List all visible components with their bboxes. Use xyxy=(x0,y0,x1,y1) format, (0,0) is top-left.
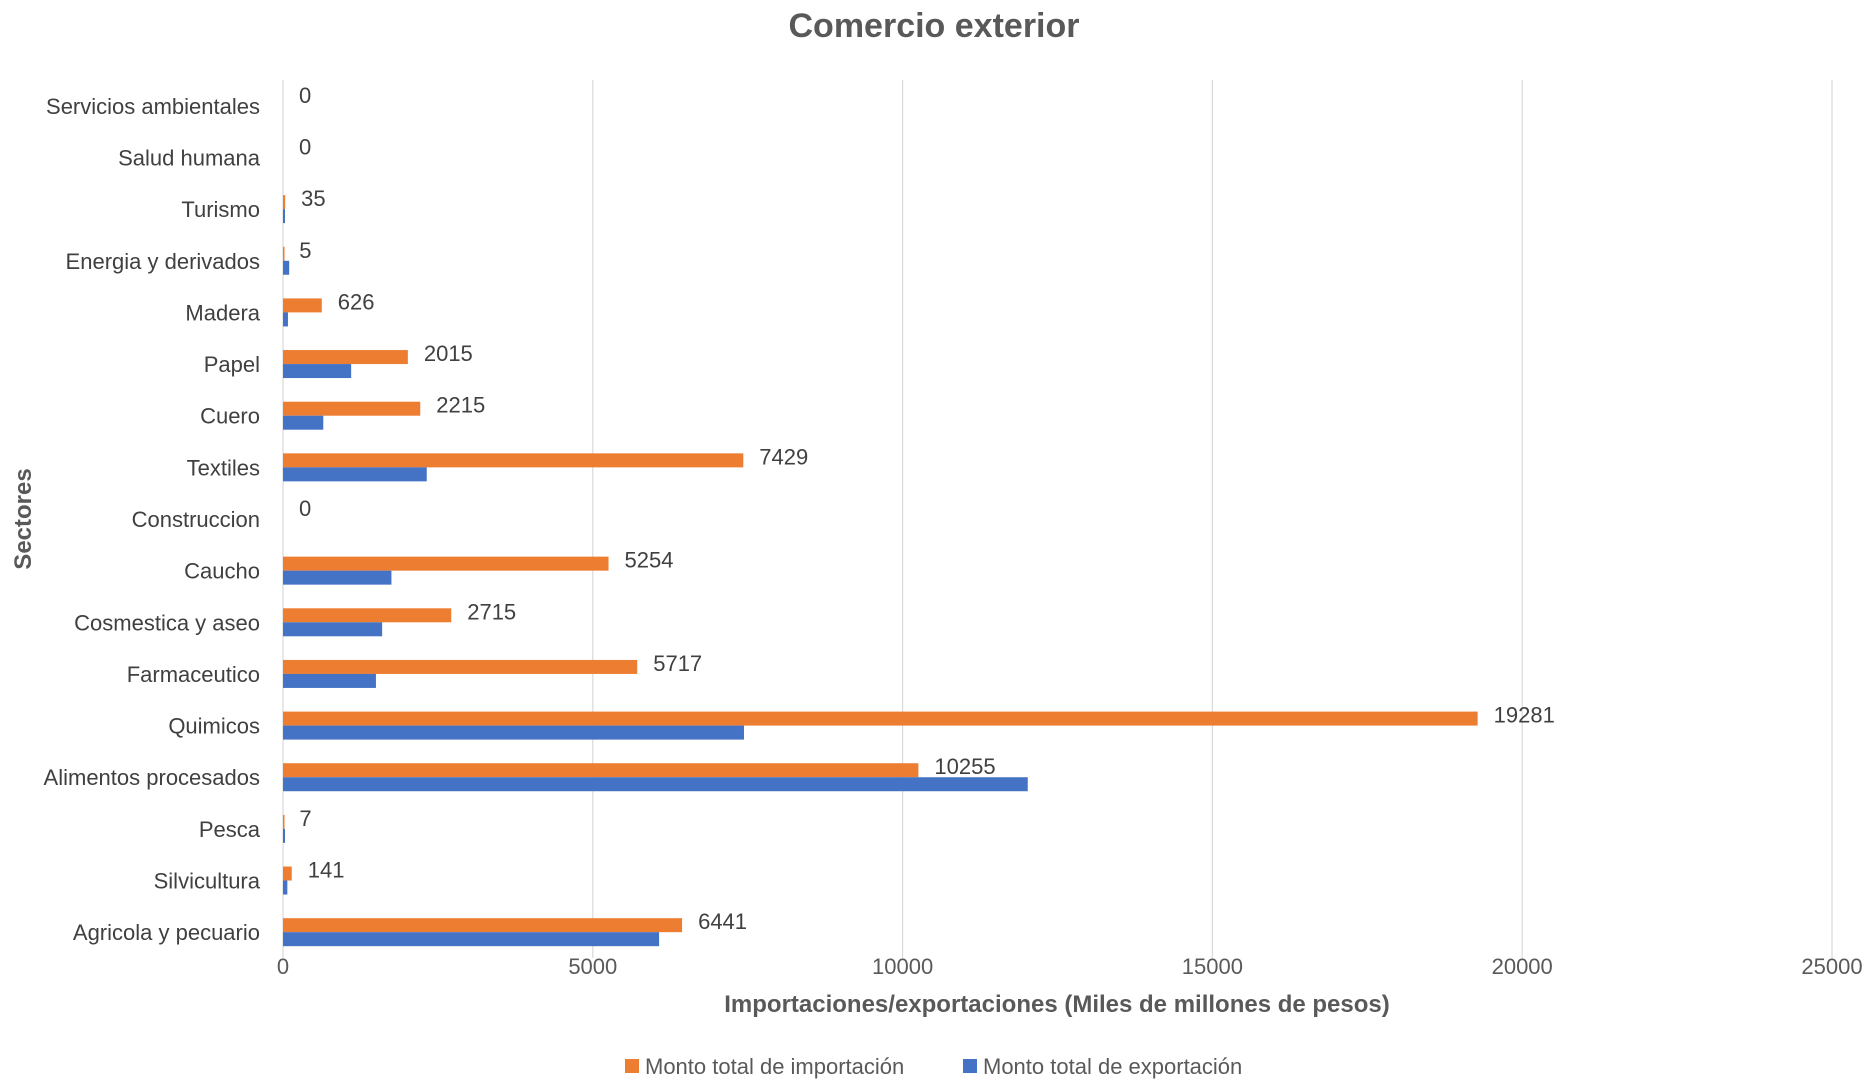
bar-exportacion xyxy=(283,467,427,482)
bar-importacion xyxy=(283,350,408,365)
data-label: 2215 xyxy=(436,393,485,418)
data-label: 5 xyxy=(299,238,311,263)
bar-exportacion xyxy=(283,673,376,688)
category-label: Pesca xyxy=(199,817,261,842)
y-axis-title: Sectores xyxy=(10,468,37,569)
bar-exportacion xyxy=(283,312,288,327)
bar-exportacion xyxy=(283,209,285,224)
x-tick-label: 15000 xyxy=(1182,954,1243,979)
bars xyxy=(283,195,1478,947)
bar-exportacion xyxy=(283,880,288,895)
data-label: 626 xyxy=(338,289,375,314)
bar-exportacion xyxy=(283,415,324,430)
x-tick-label: 0 xyxy=(277,954,289,979)
bar-importacion xyxy=(283,763,919,778)
data-label: 19281 xyxy=(1494,703,1555,728)
data-label: 0 xyxy=(299,496,311,521)
data-label: 7 xyxy=(299,806,311,831)
category-label: Madera xyxy=(185,300,260,325)
bar-importacion xyxy=(283,195,286,210)
category-label: Silvicultura xyxy=(154,869,261,894)
data-label: 2715 xyxy=(467,599,516,624)
bar-exportacion xyxy=(283,364,352,379)
data-label: 141 xyxy=(308,858,345,883)
legend-swatch xyxy=(963,1059,977,1073)
x-tick-labels: 0 5000 10000 15000 20000 25000 xyxy=(277,954,1863,979)
bar-importacion xyxy=(283,659,638,674)
data-label: 0 xyxy=(299,83,311,108)
category-label: Alimentos procesados xyxy=(44,765,260,790)
data-label: 5717 xyxy=(653,651,702,676)
category-label: Energia y derivados xyxy=(66,249,260,274)
bar-importacion xyxy=(283,453,744,468)
category-label: Textiles xyxy=(187,455,260,480)
data-label: 5254 xyxy=(625,548,674,573)
bar-exportacion xyxy=(283,777,1028,792)
data-label: 7429 xyxy=(759,444,808,469)
bar-importacion xyxy=(283,866,292,881)
bar-importacion xyxy=(283,814,285,829)
category-labels: Servicios ambientales Salud humana Turismo… xyxy=(44,94,261,945)
category-label: Servicios ambientales xyxy=(46,94,260,119)
legend-swatch xyxy=(625,1059,639,1073)
category-label: Quimicos xyxy=(168,714,260,739)
chart-title: Comercio exterior xyxy=(789,7,1080,45)
x-tick-label: 5000 xyxy=(568,954,617,979)
grid-lines xyxy=(282,80,1833,958)
category-label: Caucho xyxy=(184,559,260,584)
bar-importacion xyxy=(283,918,683,933)
legend: Monto total de importación Monto total de… xyxy=(625,1054,1242,1079)
bar-importacion xyxy=(283,711,1478,726)
category-label: Turismo xyxy=(181,197,260,222)
category-label: Salud humana xyxy=(118,145,261,170)
legend-label: Monto total de exportación xyxy=(983,1054,1242,1079)
data-labels: 0 0 35 5 626 2015 2215 7429 0 5254 2715 5717 19281 10… xyxy=(299,83,1555,934)
category-label: Cosmestica y aseo xyxy=(74,610,260,635)
data-label: 0 xyxy=(299,134,311,159)
category-label: Agricola y pecuario xyxy=(73,920,260,945)
bar-exportacion xyxy=(283,828,285,843)
data-label: 35 xyxy=(301,186,325,211)
x-axis-title: Importaciones/exportaciones (Miles de mi… xyxy=(724,991,1390,1018)
x-tick-label: 25000 xyxy=(1801,954,1862,979)
bar-importacion xyxy=(283,298,322,313)
data-label: 2015 xyxy=(424,341,473,366)
bar-importacion xyxy=(283,608,452,623)
data-label: 10255 xyxy=(934,754,995,779)
category-label: Construccion xyxy=(132,507,260,532)
bar-exportacion xyxy=(283,725,744,740)
bar-importacion xyxy=(283,556,609,571)
legend-label: Monto total de importación xyxy=(645,1054,904,1079)
bar-importacion xyxy=(283,401,421,416)
bar-exportacion xyxy=(283,932,660,947)
category-label: Cuero xyxy=(200,404,260,429)
bar-exportacion xyxy=(283,570,392,585)
category-label: Papel xyxy=(204,352,260,377)
data-label: 6441 xyxy=(698,909,747,934)
bar-importacion xyxy=(283,246,285,261)
x-tick-label: 20000 xyxy=(1492,954,1553,979)
bar-exportacion xyxy=(283,260,290,275)
bar-exportacion xyxy=(283,622,383,637)
category-label: Farmaceutico xyxy=(127,662,260,687)
x-tick-label: 10000 xyxy=(872,954,933,979)
